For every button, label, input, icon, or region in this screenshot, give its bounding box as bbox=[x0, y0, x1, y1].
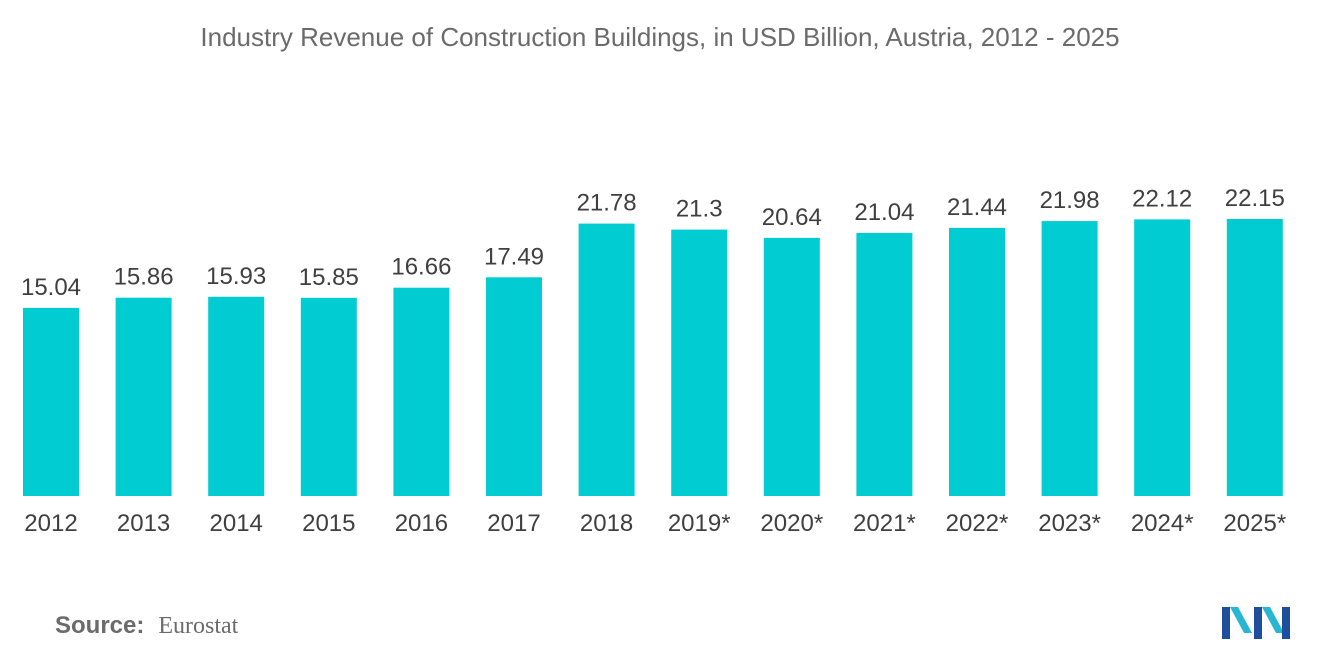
bar-2015 bbox=[300, 297, 357, 496]
source-note: Source: Eurostat bbox=[55, 612, 238, 640]
bar-2020-projected bbox=[763, 237, 820, 496]
value-label-2025-projected: 22.15 bbox=[1225, 185, 1285, 212]
category-label-2019-projected: 2019* bbox=[668, 510, 731, 537]
category-label-2017: 2017 bbox=[487, 510, 540, 537]
source-value: Eurostat bbox=[158, 613, 239, 639]
category-label-2024-projected: 2024* bbox=[1131, 510, 1194, 537]
category-label-2020-projected: 2020* bbox=[760, 510, 823, 537]
bar-2017 bbox=[486, 277, 542, 496]
category-label-2025-projected: 2025* bbox=[1223, 510, 1286, 537]
category-label-2022-projected: 2022* bbox=[946, 510, 1009, 537]
category-label-2014: 2014 bbox=[210, 510, 263, 537]
value-label-2016: 16.66 bbox=[391, 254, 451, 281]
value-label-2015: 15.85 bbox=[299, 264, 359, 291]
category-label-2012: 2012 bbox=[24, 510, 77, 537]
value-label-2012: 15.04 bbox=[21, 274, 81, 301]
value-label-2022-projected: 21.44 bbox=[947, 194, 1007, 221]
bar-chart: 15.04 2012 15.86 2013 15.93 2014 15.85 2015 16.6… bbox=[21, 185, 1286, 537]
bar-2022-projected bbox=[949, 227, 1005, 496]
chart-title: Industry Revenue of Construction Buildin… bbox=[200, 22, 1120, 52]
bar-2012 bbox=[23, 307, 79, 496]
bar-2013 bbox=[115, 297, 172, 496]
category-label-2013: 2013 bbox=[117, 510, 170, 537]
value-label-2021-projected: 21.04 bbox=[854, 199, 914, 226]
value-label-2017: 17.49 bbox=[484, 243, 544, 270]
mordor-intelligence-logo-icon bbox=[1222, 607, 1290, 639]
category-label-2023-projected: 2023* bbox=[1038, 510, 1101, 537]
source-label: Source: bbox=[55, 612, 145, 639]
bar-2016 bbox=[393, 287, 450, 496]
value-label-2018: 21.78 bbox=[577, 190, 637, 217]
bar-2014 bbox=[208, 296, 265, 496]
category-label-2015: 2015 bbox=[302, 510, 355, 537]
bar-2023-projected bbox=[1041, 221, 1098, 496]
value-label-2024-projected: 22.12 bbox=[1132, 185, 1192, 212]
value-label-2014: 15.93 bbox=[206, 263, 266, 290]
value-label-2020-projected: 20.64 bbox=[762, 204, 822, 231]
bar-2021-projected bbox=[856, 232, 913, 496]
bar-2018 bbox=[578, 223, 635, 496]
bar-2019-projected bbox=[671, 229, 728, 496]
bar-2024-projected bbox=[1134, 219, 1191, 496]
value-label-2023-projected: 21.98 bbox=[1040, 187, 1100, 214]
category-label-2018: 2018 bbox=[580, 510, 633, 537]
bar-2025-projected bbox=[1226, 219, 1283, 496]
category-label-2016: 2016 bbox=[395, 510, 448, 537]
value-label-2013: 15.86 bbox=[114, 264, 174, 291]
category-label-2021-projected: 2021* bbox=[853, 510, 916, 537]
value-label-2019-projected: 21.3 bbox=[676, 196, 723, 223]
